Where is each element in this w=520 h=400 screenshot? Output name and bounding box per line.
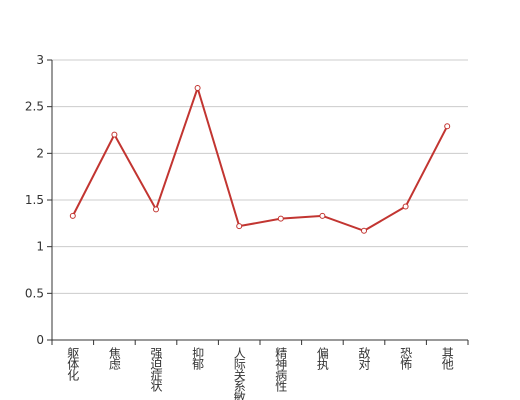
y-tick-label: 0 xyxy=(36,333,44,347)
point xyxy=(402,203,409,210)
point xyxy=(69,212,76,219)
x-tick-label: 强迫症状 xyxy=(149,347,163,392)
point xyxy=(277,215,284,222)
x-tick-label: 抑郁 xyxy=(191,346,205,371)
x-tick-label: 敌对 xyxy=(357,346,371,370)
x-tick-label: 人际关系敏感 xyxy=(232,347,246,400)
y-tick-label: 1.5 xyxy=(25,193,44,207)
x-tick-label: 精神病性 xyxy=(274,347,288,393)
y-tick-label: 2 xyxy=(36,146,44,160)
x-tick-label: 恐怖 xyxy=(399,347,413,370)
point xyxy=(236,223,243,230)
x-tick-label: 焦虑 xyxy=(107,347,121,370)
point xyxy=(153,206,159,213)
point xyxy=(111,131,118,138)
x-tick-label: 偏执 xyxy=(315,346,329,371)
point xyxy=(361,227,367,234)
point xyxy=(194,85,201,91)
point xyxy=(319,212,326,219)
point xyxy=(444,123,451,130)
x-tick-label: 躯体化 xyxy=(66,346,80,382)
y-tick-label: 2.5 xyxy=(25,100,44,114)
y-tick-label: 3 xyxy=(36,53,44,67)
y-tick-label: 1 xyxy=(36,240,44,254)
y-tick-label: 0.5 xyxy=(25,286,44,300)
x-tick-label: 其他 xyxy=(440,347,454,370)
line xyxy=(71,84,449,232)
